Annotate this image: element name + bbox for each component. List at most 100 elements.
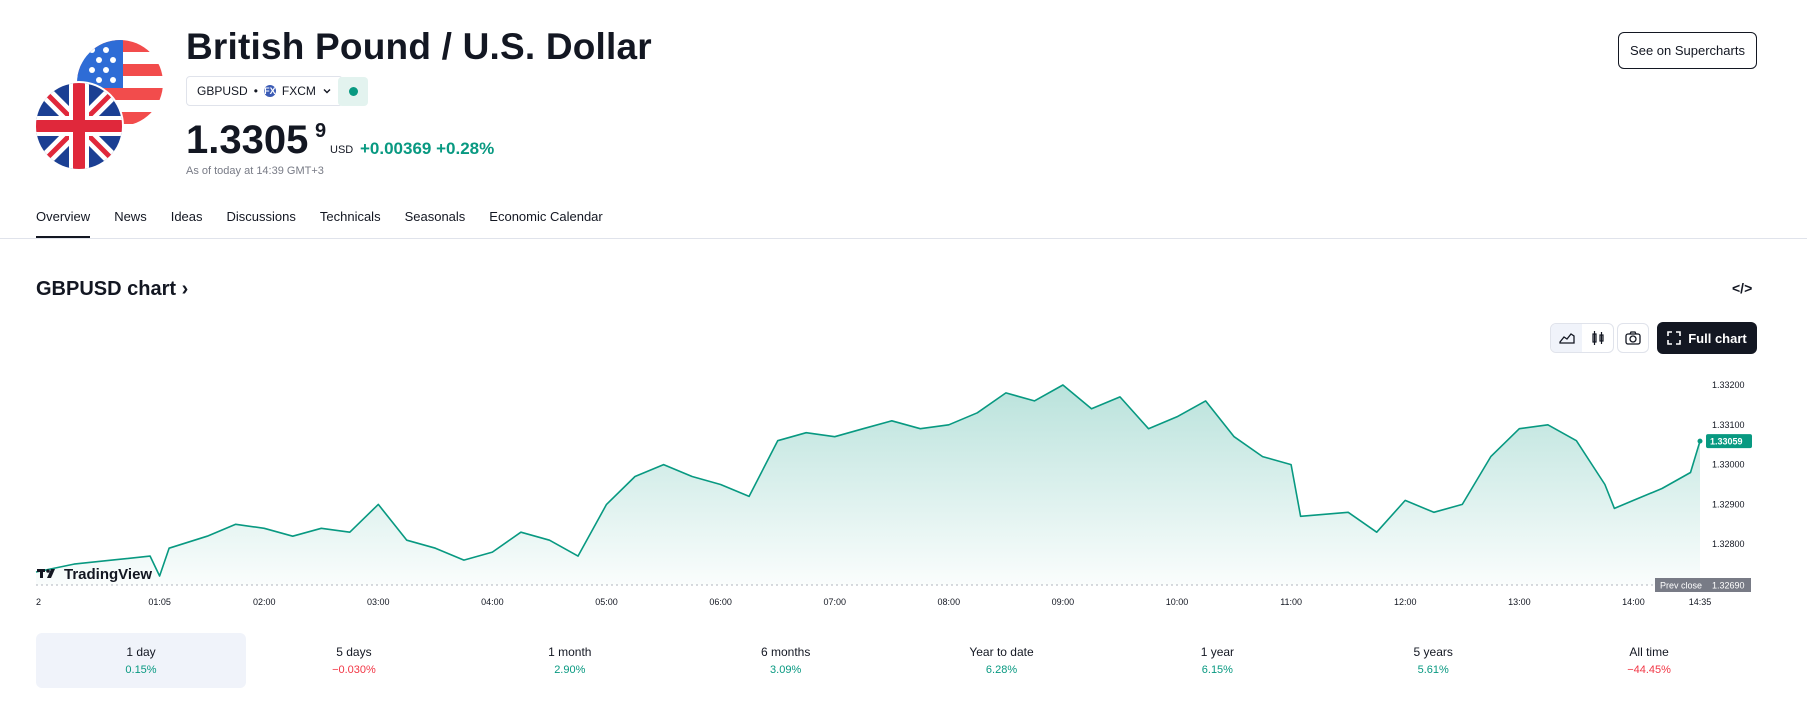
see-on-supercharts-button[interactable]: See on Supercharts — [1618, 32, 1757, 69]
tradingview-watermark: TradingView — [64, 566, 152, 583]
x-tick-label: 2 — [36, 597, 41, 607]
last-price: 1.3305 — [186, 118, 309, 162]
x-tick-label: 07:00 — [823, 597, 846, 607]
x-tick-label: 11:00 — [1280, 597, 1302, 607]
exchange-label: FXCM — [281, 84, 316, 98]
period-6-months[interactable]: 6 months 3.09% — [678, 633, 894, 688]
period-year-to-date[interactable]: Year to date 6.28% — [894, 633, 1110, 688]
x-tick-label: 02:00 — [253, 597, 276, 607]
price-change: +0.00369 +0.28% — [360, 139, 494, 159]
x-tick-label: 13:00 — [1508, 597, 1531, 607]
tabs-divider — [0, 238, 1807, 239]
price-line — [35, 384, 1701, 577]
area-chart-button[interactable] — [1551, 324, 1582, 352]
x-tick-label: 01:05 — [148, 597, 171, 607]
symbol-selector[interactable]: GBPUSD • FX FXCM — [186, 76, 343, 106]
tab-discussions[interactable]: Discussions — [226, 209, 296, 224]
price-fraction: 9 — [315, 120, 327, 142]
currency-flags — [36, 40, 163, 170]
tab-ideas[interactable]: Ideas — [170, 209, 203, 224]
period-1-month[interactable]: 1 month 2.90% — [462, 633, 678, 688]
candles-button[interactable] — [1582, 324, 1613, 352]
x-tick-label: 03:00 — [367, 597, 390, 607]
period-value: −44.45% — [1627, 664, 1671, 676]
period-value: 0.15% — [125, 664, 157, 676]
period-value: −0.030% — [332, 664, 376, 676]
tab-news[interactable]: News — [114, 209, 147, 224]
exchange-icon: FX — [263, 85, 276, 97]
price-chart[interactable]: 1.32800 1.32900 1.33000 1.33100 1.33200 2 01:0… — [0, 360, 1807, 610]
period-label: 1 year — [1200, 645, 1235, 659]
x-tick-label: 12:00 — [1394, 597, 1417, 607]
x-tick-label: 14:00 — [1622, 597, 1645, 607]
tab-overview[interactable]: Overview — [36, 209, 91, 238]
period-1-day[interactable]: 1 day 0.15% — [36, 633, 246, 688]
y-tick-label: 1.33200 — [1712, 380, 1745, 390]
fullscreen-icon — [1667, 331, 1682, 345]
x-tick-label: 09:00 — [1052, 597, 1075, 607]
prev-close-label: Prev close — [1660, 581, 1702, 591]
last-price-label: 1.33059 — [1710, 437, 1743, 447]
period-label: 5 days — [336, 645, 372, 659]
tab-economic-calendar[interactable]: Economic Calendar — [489, 209, 603, 224]
prev-close-value: 1.32690 — [1712, 581, 1745, 591]
uk-flag-icon — [36, 83, 122, 169]
tab-seasonals[interactable]: Seasonals — [404, 209, 466, 224]
y-tick-label: 1.33100 — [1712, 420, 1745, 430]
period-1-year[interactable]: 1 year 6.15% — [1109, 633, 1325, 688]
x-tick-label: 14:35 — [1689, 597, 1712, 607]
market-status-badge[interactable] — [338, 77, 368, 106]
us-flag-icon — [77, 40, 163, 126]
full-chart-button[interactable]: Full chart — [1657, 322, 1757, 354]
period-label: 1 month — [548, 645, 592, 659]
camera-icon — [1625, 331, 1641, 345]
period-label: All time — [1629, 645, 1669, 659]
last-price-tag — [1706, 434, 1752, 449]
tab-bar: Overview News Ideas Discussions Technica… — [36, 209, 603, 238]
x-tick-label: 08:00 — [938, 597, 961, 607]
period-value: 6.15% — [1201, 664, 1233, 676]
change-abs: +0.00369 — [360, 139, 432, 158]
chart-style-switcher — [1550, 323, 1614, 353]
change-pct: +0.28% — [436, 139, 495, 158]
full-chart-label: Full chart — [1688, 330, 1747, 346]
prev-close-tag — [1655, 578, 1751, 592]
symbol-label: GBPUSD — [197, 84, 248, 98]
last-price-dot — [1697, 438, 1703, 444]
status-dot-icon — [348, 87, 358, 96]
period-label: Year to date — [969, 645, 1034, 659]
period-5-days[interactable]: 5 days −0.030% — [246, 633, 462, 688]
tradingview-logo-icon — [37, 569, 55, 578]
period-all-time[interactable]: All time −44.45% — [1541, 633, 1757, 688]
x-tick-label: 06:00 — [709, 597, 732, 607]
period-label: 5 years — [1413, 645, 1453, 659]
y-tick-label: 1.33000 — [1712, 460, 1745, 470]
symbol-separator: • — [253, 84, 258, 98]
page-title: British Pound / U.S. Dollar — [186, 26, 652, 67]
as-of-timestamp: As of today at 14:39 GMT+3 — [186, 165, 324, 177]
tab-technicals[interactable]: Technicals — [319, 209, 381, 224]
area-chart-icon — [1558, 333, 1575, 344]
embed-code-icon[interactable]: </> — [1732, 280, 1753, 296]
chevron-right-icon: › — [181, 278, 189, 300]
candles-icon — [1591, 331, 1604, 345]
chart-title-text: GBPUSD chart — [36, 278, 177, 300]
period-label: 6 months — [760, 645, 811, 659]
period-value: 2.90% — [554, 664, 586, 676]
price-area-fill — [36, 385, 1700, 585]
chevron-down-icon — [323, 89, 331, 94]
tradingview-logo: TradingView — [37, 566, 152, 583]
y-tick-label: 1.32900 — [1712, 499, 1745, 509]
price-currency: USD — [330, 144, 354, 156]
x-tick-label: 10:00 — [1166, 597, 1189, 607]
performance-periods: 1 day 0.15% 5 days −0.030% 1 month 2.90%… — [36, 633, 1757, 688]
x-tick-label: 05:00 — [595, 597, 618, 607]
y-tick-label: 1.32800 — [1712, 539, 1745, 549]
snapshot-button[interactable] — [1617, 323, 1649, 353]
period-value: 5.61% — [1417, 664, 1449, 676]
chart-section-title[interactable]: GBPUSD chart › — [36, 278, 188, 301]
x-tick-label: 04:00 — [481, 597, 504, 607]
period-value: 3.09% — [770, 664, 802, 676]
period-label: 1 day — [126, 645, 156, 659]
period-5-years[interactable]: 5 years 5.61% — [1325, 633, 1541, 688]
